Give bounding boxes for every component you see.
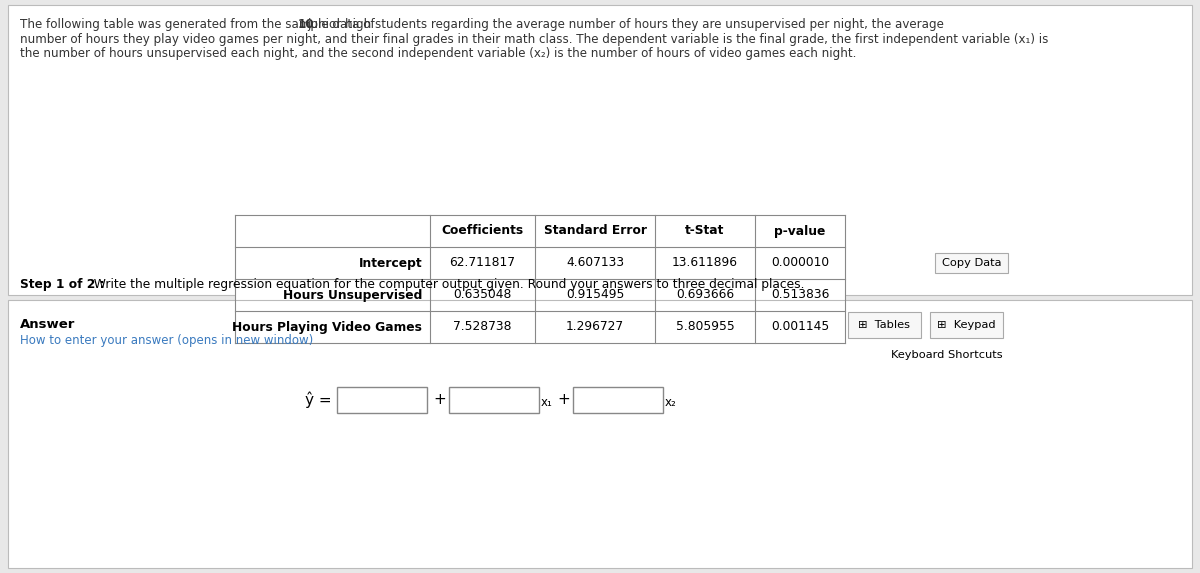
Bar — [337, 387, 427, 413]
Text: How to enter your answer (opens in new window): How to enter your answer (opens in new w… — [20, 334, 313, 347]
Text: Copy Data: Copy Data — [942, 258, 1001, 268]
Bar — [8, 300, 1192, 568]
Text: 1.296727: 1.296727 — [566, 320, 624, 333]
Text: Hours Playing Video Games: Hours Playing Video Games — [232, 320, 422, 333]
Text: junior high students regarding the average number of hours they are unsupervised: junior high students regarding the avera… — [307, 18, 944, 31]
Text: 0.513836: 0.513836 — [770, 288, 829, 301]
Text: 0.001145: 0.001145 — [770, 320, 829, 333]
Text: Hours Unsupervised: Hours Unsupervised — [283, 288, 422, 301]
Text: ⊞  Tables: ⊞ Tables — [858, 320, 911, 330]
Text: the number of hours unsupervised each night, and the second independent variable: the number of hours unsupervised each ni… — [20, 47, 857, 60]
Text: 62.711817: 62.711817 — [450, 257, 516, 269]
Text: 0.693666: 0.693666 — [676, 288, 734, 301]
Text: 7.528738: 7.528738 — [454, 320, 511, 333]
Text: +: + — [557, 393, 570, 407]
Text: The following table was generated from the sample data of: The following table was generated from t… — [20, 18, 378, 31]
Bar — [848, 312, 922, 338]
Text: Answer: Answer — [20, 318, 76, 331]
Text: number of hours they play video games per night, and their final grades in their: number of hours they play video games pe… — [20, 33, 1049, 45]
Text: ŷ =: ŷ = — [305, 392, 331, 408]
Text: Step 1 of 2 :: Step 1 of 2 : — [20, 278, 104, 291]
Text: x₁: x₁ — [541, 397, 553, 410]
Bar — [574, 387, 662, 413]
Text: 5.805955: 5.805955 — [676, 320, 734, 333]
Bar — [930, 312, 1003, 338]
Text: Intercept: Intercept — [359, 257, 422, 269]
Text: 0.635048: 0.635048 — [454, 288, 511, 301]
Text: Keyboard Shortcuts: Keyboard Shortcuts — [892, 350, 1003, 360]
Text: p-value: p-value — [774, 225, 826, 237]
Text: 0.000010: 0.000010 — [770, 257, 829, 269]
Text: 13.611896: 13.611896 — [672, 257, 738, 269]
Text: t-Stat: t-Stat — [685, 225, 725, 237]
Text: 0.915495: 0.915495 — [566, 288, 624, 301]
Bar — [235, 215, 845, 343]
Text: Coefficients: Coefficients — [442, 225, 523, 237]
Bar — [449, 387, 539, 413]
Text: x₂: x₂ — [665, 397, 677, 410]
Text: Write the multiple regression equation for the computer output given. Round your: Write the multiple regression equation f… — [86, 278, 805, 291]
Text: +: + — [433, 393, 445, 407]
Bar — [8, 5, 1192, 295]
Text: ⊞  Keypad: ⊞ Keypad — [937, 320, 996, 330]
Text: 4.607133: 4.607133 — [566, 257, 624, 269]
Bar — [935, 253, 1008, 273]
Text: 10: 10 — [298, 18, 314, 31]
Text: Standard Error: Standard Error — [544, 225, 647, 237]
